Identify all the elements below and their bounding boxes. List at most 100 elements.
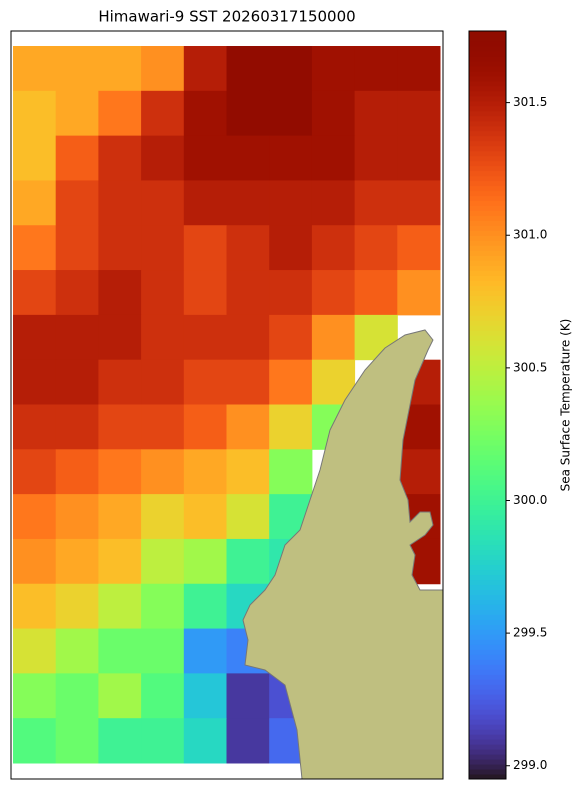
- heat-cell: [55, 449, 99, 495]
- heat-cell: [55, 314, 99, 361]
- colorbar-swatch: [469, 434, 506, 441]
- colorbar-tick-label: 299.0: [513, 758, 547, 772]
- heat-cell: [226, 538, 270, 585]
- colorbar-swatch: [469, 724, 506, 730]
- heat-cell: [311, 135, 356, 181]
- colorbar-swatch: [469, 355, 506, 361]
- colorbar-swatch: [469, 370, 506, 376]
- heat-cell: [98, 628, 142, 674]
- colorbar-swatch: [469, 290, 506, 296]
- colorbar-swatch: [469, 31, 506, 37]
- colorbar-swatch: [469, 70, 506, 77]
- colorbar-tick-label: 300.5: [513, 360, 547, 374]
- colorbar-swatch: [469, 539, 506, 546]
- heat-cell: [55, 538, 99, 585]
- colorbar-swatch: [469, 300, 506, 306]
- colorbar: 299.0 299.5 300.0 300.5 301.0 301.5: [468, 30, 547, 780]
- colorbar-swatch: [469, 714, 506, 720]
- colorbar-swatch: [469, 594, 506, 600]
- colorbar-swatch: [469, 280, 506, 286]
- colorbar-swatch: [469, 529, 506, 536]
- colorbar-swatch: [469, 739, 506, 745]
- heat-cell: [13, 449, 57, 495]
- colorbar-swatch: [469, 245, 506, 251]
- colorbar-swatch: [469, 35, 506, 42]
- colorbar-swatch: [469, 250, 506, 256]
- colorbar-swatch: [469, 534, 506, 541]
- heat-cell: [98, 673, 142, 719]
- colorbar-swatch: [469, 604, 506, 610]
- colorbar-swatch: [469, 469, 506, 476]
- heat-cell: [226, 180, 270, 226]
- heat-cell: [269, 314, 313, 361]
- colorbar-swatch: [469, 150, 506, 157]
- heat-cell: [183, 494, 227, 540]
- heat-cell: [98, 359, 142, 405]
- colorbar-swatch: [469, 444, 506, 451]
- colorbar-swatch: [469, 165, 506, 172]
- heat-cell: [226, 270, 270, 316]
- colorbar-swatch: [469, 310, 506, 316]
- heat-cell: [354, 135, 398, 181]
- heat-cell: [141, 494, 185, 540]
- colorbar-swatch: [469, 45, 506, 52]
- heat-cell: [98, 583, 142, 630]
- heat-cell: [183, 359, 227, 405]
- colorbar-swatch: [469, 554, 506, 561]
- colorbar-swatch: [469, 105, 506, 112]
- heat-cell: [141, 449, 185, 495]
- heat-cell: [269, 46, 313, 92]
- colorbar-swatch: [469, 125, 506, 132]
- heat-cell: [226, 718, 270, 764]
- heat-cell: [226, 225, 270, 271]
- colorbar-swatch: [469, 360, 506, 366]
- heat-cell: [55, 135, 99, 181]
- plot-frame: [10, 30, 444, 780]
- heat-cell: [98, 494, 142, 540]
- heat-cell: [13, 673, 57, 719]
- heat-cell: [13, 135, 57, 181]
- heat-cell: [141, 538, 185, 585]
- colorbar-swatch: [469, 285, 506, 291]
- heat-cell: [311, 270, 356, 316]
- heat-cell: [311, 180, 356, 226]
- colorbar-swatch: [469, 385, 506, 391]
- colorbar-swatch: [469, 205, 506, 212]
- colorbar-swatch: [469, 405, 506, 411]
- colorbar-swatch: [469, 479, 506, 486]
- heat-cell: [141, 225, 185, 271]
- colorbar-swatch: [469, 664, 506, 670]
- colorbar-tick-label: 300.0: [513, 493, 547, 507]
- colorbar-swatch: [469, 350, 506, 356]
- heat-cell: [55, 628, 99, 674]
- heat-cell: [13, 359, 57, 405]
- colorbar-swatch: [469, 659, 506, 665]
- heat-cell: [183, 628, 227, 674]
- heat-cell: [141, 718, 185, 764]
- colorbar-swatch: [469, 424, 506, 431]
- colorbar-swatch: [469, 499, 506, 506]
- heat-cell: [354, 270, 398, 316]
- heat-cell: [55, 583, 99, 630]
- colorbar-swatch: [469, 380, 506, 386]
- colorbar-swatch: [469, 145, 506, 152]
- colorbar-swatch: [469, 80, 506, 87]
- colorbar-swatch: [469, 609, 506, 615]
- colorbar-swatch: [469, 135, 506, 142]
- colorbar-swatch: [469, 100, 506, 107]
- heat-cell: [226, 449, 270, 495]
- heat-cell: [269, 404, 313, 450]
- heat-cell: [311, 90, 356, 137]
- heat-cell: [55, 180, 99, 226]
- heat-cell: [397, 46, 441, 92]
- colorbar-swatch: [469, 524, 506, 531]
- heat-cell: [98, 180, 142, 226]
- colorbar-swatch: [469, 40, 506, 47]
- colorbar-swatch: [469, 95, 506, 102]
- heat-cell: [183, 314, 227, 361]
- colorbar-swatch: [469, 90, 506, 97]
- heat-cell: [13, 90, 57, 137]
- heat-cell: [98, 314, 142, 361]
- colorbar-swatch: [469, 689, 506, 695]
- colorbar-swatch: [469, 599, 506, 605]
